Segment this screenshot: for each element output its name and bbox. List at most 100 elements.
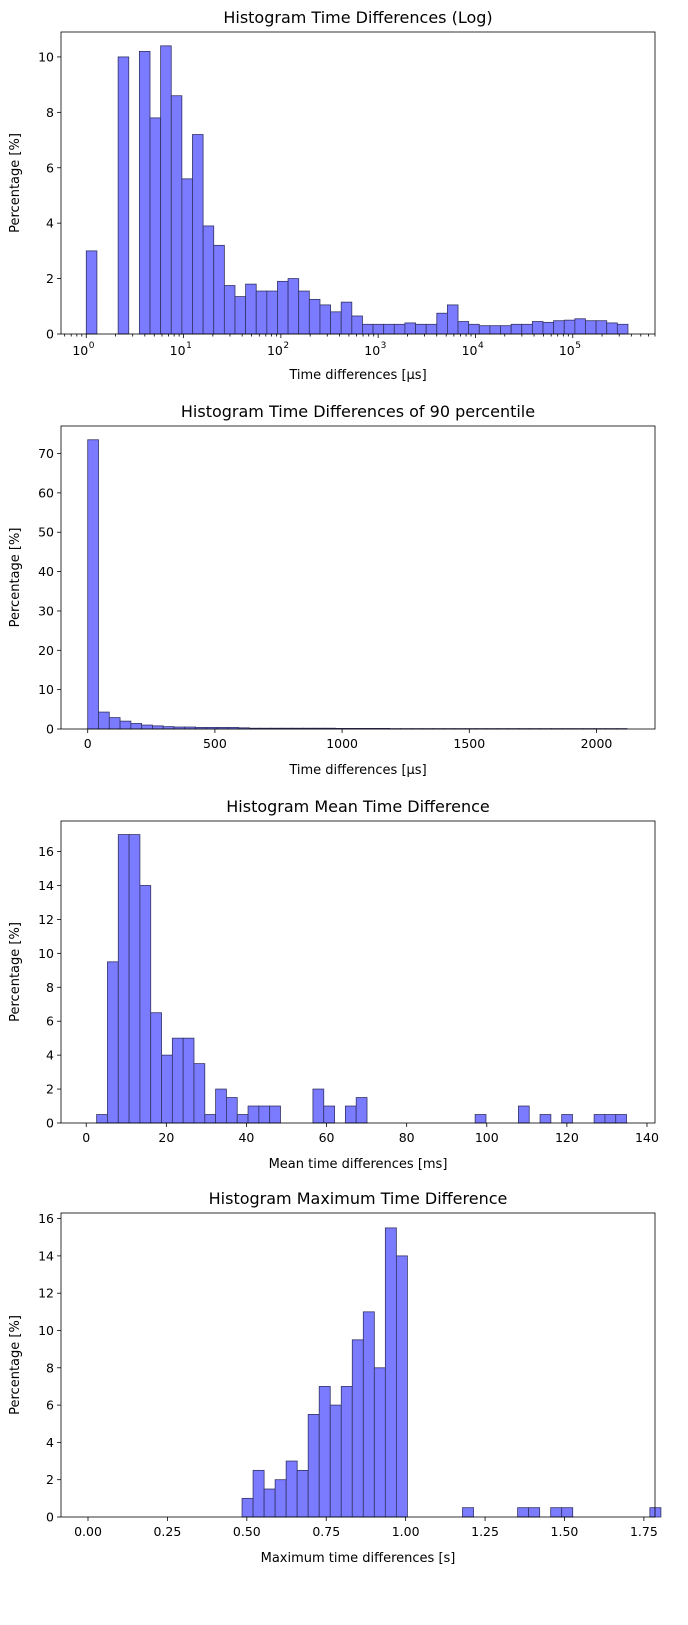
histogram-bar <box>236 1114 249 1124</box>
histogram-bar <box>307 1414 320 1518</box>
y-tick-label: 16 <box>38 844 54 859</box>
histogram-bar <box>539 1114 552 1124</box>
y-tick-label: 12 <box>38 1286 54 1301</box>
x-tick-label: 20 <box>158 1130 174 1145</box>
y-tick-label: 0 <box>46 327 54 342</box>
x-axis-label: Maximum time differences [s] <box>261 1551 456 1566</box>
y-tick-label: 2 <box>46 1472 54 1487</box>
x-tick-label-exponent: 5 <box>575 341 581 351</box>
histogram-bar <box>373 1367 386 1518</box>
y-tick-label: 6 <box>46 160 54 175</box>
x-tick-label: 1000 <box>326 736 358 751</box>
histogram-bar <box>323 1105 335 1124</box>
y-tick-label: 10 <box>38 682 54 697</box>
histogram-bar <box>107 961 119 1124</box>
histogram-bar <box>266 290 278 335</box>
histogram-bar <box>119 720 132 730</box>
histogram-bar <box>298 290 310 335</box>
plot-area <box>60 31 656 335</box>
x-tick-label-base: 10 <box>559 343 575 358</box>
histogram-bar <box>234 296 247 335</box>
histogram-bar <box>415 323 427 335</box>
histogram-bar <box>215 1088 227 1124</box>
histogram-bar <box>161 1054 173 1124</box>
y-tick-label: 40 <box>38 564 54 579</box>
y-axis: 0 2 4 6 8 10 12 14 16 <box>38 1211 61 1525</box>
x-axis-label: Time differences [μs] <box>288 368 426 383</box>
histogram-bar <box>517 1507 530 1518</box>
x-tick-label: 0 <box>84 736 92 751</box>
x-tick-label-exponent: 2 <box>283 341 289 351</box>
x-axis-label: Time differences [μs] <box>288 763 426 778</box>
y-axis: 0 10 20 30 40 50 60 70 <box>38 446 61 737</box>
y-tick-label: 8 <box>46 105 54 120</box>
histogram-bar <box>223 285 236 335</box>
x-tick-label: 0 <box>82 1130 90 1145</box>
histogram-bar <box>362 323 374 335</box>
histogram-bar <box>593 1114 606 1124</box>
histogram-bar <box>312 1088 325 1124</box>
x-tick-label-base: 10 <box>462 343 478 358</box>
x-tick-label-exponent: 3 <box>381 341 387 351</box>
histogram-bar <box>287 278 300 335</box>
histogram-bar <box>528 1507 541 1518</box>
histogram-bar <box>193 1063 206 1124</box>
histogram-bar <box>474 1114 487 1124</box>
histogram-bar <box>340 301 353 335</box>
x-tick-label: 120 <box>555 1130 579 1145</box>
y-tick-label: 10 <box>38 1323 54 1338</box>
x-tick-label: 1500 <box>453 736 485 751</box>
y-tick-label: 0 <box>46 1116 54 1131</box>
histogram-bars <box>87 439 628 730</box>
histogram-bar <box>149 117 162 335</box>
x-tick-label: 10 4 <box>462 341 484 358</box>
histogram-bar <box>510 323 523 335</box>
x-tick-label: 2000 <box>581 736 613 751</box>
y-axis-label: Percentage [%] <box>8 133 23 233</box>
histogram-bar <box>308 298 321 335</box>
x-axis: 0.00 0.25 0.50 0.75 1.00 1.25 1.50 1.75 <box>74 1517 658 1539</box>
histogram-bar <box>263 1488 276 1518</box>
chart-title: Histogram Time Differences (Log) <box>223 8 492 27</box>
histogram-bar <box>160 45 172 335</box>
histogram-bar <box>139 885 152 1124</box>
y-tick-label: 6 <box>46 1398 54 1413</box>
histogram-bar <box>258 1105 271 1124</box>
y-tick-label: 14 <box>38 1248 54 1263</box>
x-tick-label-exponent: 4 <box>478 341 484 351</box>
x-tick-label: 80 <box>399 1130 415 1145</box>
histogram-bar <box>329 1404 342 1518</box>
histogram-bar <box>170 95 183 335</box>
plot-area <box>60 1212 656 1518</box>
y-tick-label: 4 <box>46 1435 54 1450</box>
histogram-bar <box>561 1507 574 1518</box>
y-tick-label: 10 <box>38 946 54 961</box>
histogram-bar <box>182 1037 195 1124</box>
histogram-bar <box>531 321 544 335</box>
x-tick-label: 140 <box>635 1130 659 1145</box>
histogram-bar <box>425 323 438 335</box>
histogram-bar <box>318 1386 331 1518</box>
plot-area <box>60 820 656 1124</box>
x-axis: 0 500 1000 1500 2000 <box>84 729 613 751</box>
y-axis-label: Percentage [%] <box>8 922 23 1022</box>
x-tick-label-base: 10 <box>364 343 380 358</box>
histogram-bar <box>204 1114 217 1124</box>
histogram-bars <box>241 1227 662 1518</box>
x-tick-label: 40 <box>238 1130 254 1145</box>
histogram-bar <box>478 325 491 335</box>
histogram-bar <box>362 1311 375 1518</box>
x-axis: 0 20 40 60 80 100 120 140 <box>82 1123 659 1145</box>
x-tick-label: 10 2 <box>267 341 289 358</box>
histogram-bar <box>344 1105 357 1124</box>
x-tick-label-base: 10 <box>72 343 88 358</box>
y-tick-label: 20 <box>38 643 54 658</box>
histogram-bar <box>383 323 395 335</box>
y-tick-label: 4 <box>46 216 54 231</box>
y-tick-label: 10 <box>38 49 54 64</box>
histogram-bar <box>87 439 99 730</box>
histogram-bar <box>395 1255 408 1518</box>
chart-panel-4: 0 2 4 6 8 10 12 14 16 0.00 0.25 0.50 0.75 1.00 1.25 1.5… <box>8 1189 662 1566</box>
histogram-bar <box>274 1479 287 1518</box>
